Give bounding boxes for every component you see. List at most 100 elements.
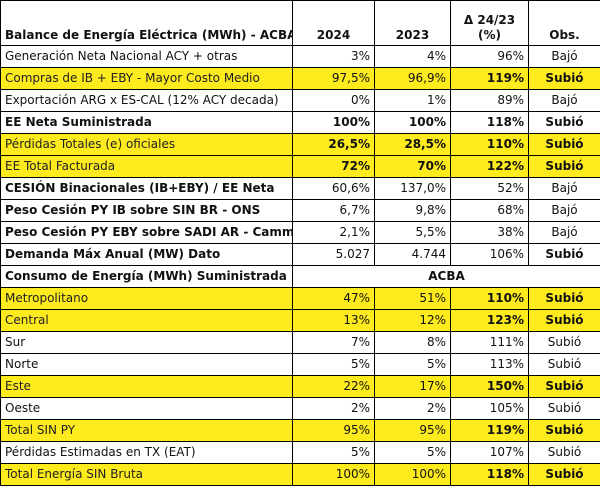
value-obs: Subió: [529, 68, 600, 90]
value-2024: 0%: [293, 90, 375, 112]
table-row: Peso Cesión PY IB sobre SIN BR - ONS 6,7…: [1, 200, 600, 222]
value-2024: 26,5%: [293, 134, 375, 156]
value-2023: 28,5%: [375, 134, 451, 156]
value-obs: Subió: [529, 464, 600, 486]
value-2023: 5%: [375, 442, 451, 464]
value-2024: 5.027: [293, 244, 375, 266]
value-2024: 13%: [293, 310, 375, 332]
header-label: Balance de Energía Eléctrica (MWh) - ACB…: [1, 1, 293, 46]
value-2024: 100%: [293, 112, 375, 134]
value-delta: 110%: [451, 288, 529, 310]
table-row: EE Total Facturada 72% 70% 122% Subió: [1, 156, 600, 178]
value-delta: 105%: [451, 398, 529, 420]
value-2024: 22%: [293, 376, 375, 398]
table-row: Demanda Máx Anual (MW) Dato 5.027 4.744 …: [1, 244, 600, 266]
value-delta: 122%: [451, 156, 529, 178]
value-2024: 97,5%: [293, 68, 375, 90]
value-obs: Bajó: [529, 222, 600, 244]
value-delta: 150%: [451, 376, 529, 398]
table-row: Oeste 2% 2% 105% Subió: [1, 398, 600, 420]
table-row: Pérdidas Estimadas en TX (EAT) 5% 5% 107…: [1, 442, 600, 464]
header-obs: Obs.: [529, 1, 600, 46]
value-obs: Subió: [529, 244, 600, 266]
value-obs: Subió: [529, 332, 600, 354]
row-label: Sur: [1, 332, 293, 354]
value-2024: 2%: [293, 398, 375, 420]
table-row: Compras de IB + EBY - Mayor Costo Medio …: [1, 68, 600, 90]
value-2024: 6,7%: [293, 200, 375, 222]
value-obs: Bajó: [529, 178, 600, 200]
row-label: Pérdidas Estimadas en TX (EAT): [1, 442, 293, 464]
table-row: Metropolitano 47% 51% 110% Subió: [1, 288, 600, 310]
value-2023: 1%: [375, 90, 451, 112]
value-obs: Subió: [529, 288, 600, 310]
value-2023: 96,9%: [375, 68, 451, 90]
table-row: Total SIN PY 95% 95% 119% Subió: [1, 420, 600, 442]
table-row: Este 22% 17% 150% Subió: [1, 376, 600, 398]
row-label: Exportación ARG x ES-CAL (12% ACY decada…: [1, 90, 293, 112]
value-delta: 113%: [451, 354, 529, 376]
row-label: Oeste: [1, 398, 293, 420]
value-2023: 9,8%: [375, 200, 451, 222]
value-obs: Subió: [529, 156, 600, 178]
row-label: Peso Cesión PY IB sobre SIN BR - ONS: [1, 200, 293, 222]
table-row: Total Energía SIN Bruta 100% 100% 118% S…: [1, 464, 600, 486]
value-2024: 72%: [293, 156, 375, 178]
value-2023: 4.744: [375, 244, 451, 266]
value-delta: 110%: [451, 134, 529, 156]
table-row: Sur 7% 8% 111% Subió: [1, 332, 600, 354]
value-obs: Subió: [529, 376, 600, 398]
row-label: CESIÓN Binacionales (IB+EBY) / EE Neta: [1, 178, 293, 200]
value-obs: Subió: [529, 112, 600, 134]
header-2023: 2023: [375, 1, 451, 46]
value-2023: 5,5%: [375, 222, 451, 244]
row-label: Metropolitano: [1, 288, 293, 310]
value-delta: 89%: [451, 90, 529, 112]
header-row: Balance de Energía Eléctrica (MWh) - ACB…: [1, 1, 600, 46]
row-label: Total Energía SIN Bruta: [1, 464, 293, 486]
value-2023: 17%: [375, 376, 451, 398]
row-label: Total SIN PY: [1, 420, 293, 442]
value-2024: 95%: [293, 420, 375, 442]
value-obs: Subió: [529, 354, 600, 376]
row-label: Demanda Máx Anual (MW) Dato: [1, 244, 293, 266]
row-label: EE Total Facturada: [1, 156, 293, 178]
row-label: Este: [1, 376, 293, 398]
row-label: Generación Neta Nacional ACY + otras: [1, 46, 293, 68]
value-2024: 47%: [293, 288, 375, 310]
value-2023: 4%: [375, 46, 451, 68]
table-row: Norte 5% 5% 113% Subió: [1, 354, 600, 376]
value-2024: 100%: [293, 464, 375, 486]
value-2024: 5%: [293, 442, 375, 464]
header-2024: 2024: [293, 1, 375, 46]
section-row: Consumo de Energía (MWh) Suministrada AC…: [1, 266, 600, 288]
value-delta: 119%: [451, 420, 529, 442]
value-2024: 60,6%: [293, 178, 375, 200]
value-2024: 2,1%: [293, 222, 375, 244]
table-row: Pérdidas Totales (e) oficiales 26,5% 28,…: [1, 134, 600, 156]
value-obs: Bajó: [529, 200, 600, 222]
value-2023: 8%: [375, 332, 451, 354]
header-delta-line1: Δ 24/23: [464, 13, 515, 27]
value-2023: 100%: [375, 464, 451, 486]
value-obs: Subió: [529, 134, 600, 156]
value-2024: 3%: [293, 46, 375, 68]
value-delta: 52%: [451, 178, 529, 200]
row-label: Compras de IB + EBY - Mayor Costo Medio: [1, 68, 293, 90]
section-merged-label: ACBA: [293, 266, 600, 288]
table-row: CESIÓN Binacionales (IB+EBY) / EE Neta 6…: [1, 178, 600, 200]
table-row: Exportación ARG x ES-CAL (12% ACY decada…: [1, 90, 600, 112]
row-label: Norte: [1, 354, 293, 376]
value-2023: 95%: [375, 420, 451, 442]
row-label: Pérdidas Totales (e) oficiales: [1, 134, 293, 156]
value-2023: 12%: [375, 310, 451, 332]
value-2023: 100%: [375, 112, 451, 134]
value-obs: Bajó: [529, 90, 600, 112]
value-obs: Subió: [529, 310, 600, 332]
table-row: EE Neta Suministrada 100% 100% 118% Subi…: [1, 112, 600, 134]
value-2023: 70%: [375, 156, 451, 178]
value-delta: 106%: [451, 244, 529, 266]
value-2023: 2%: [375, 398, 451, 420]
value-delta: 96%: [451, 46, 529, 68]
value-2023: 137,0%: [375, 178, 451, 200]
